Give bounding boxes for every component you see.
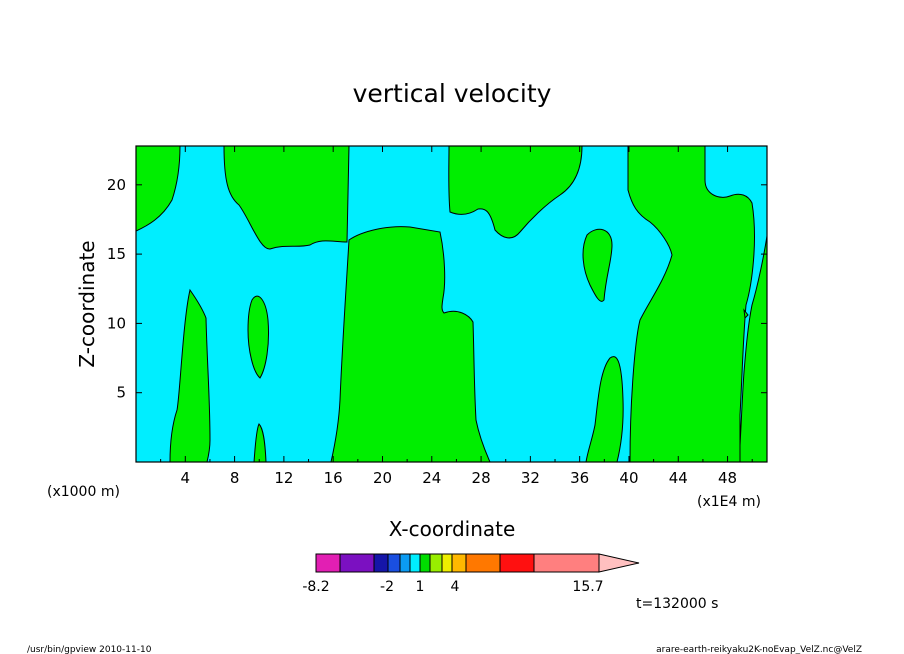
colorbar-swatch (429, 553, 443, 573)
upward-region-central-column (330, 226, 491, 462)
chart-title: vertical velocity (353, 79, 552, 108)
x-tick-label: 4 (181, 469, 191, 487)
upward-region-lower-left (169, 288, 211, 462)
x-tick-label: 20 (373, 469, 392, 487)
x-tick-label: 32 (521, 469, 540, 487)
upward-region-blob (247, 295, 269, 379)
y-tick-label: 20 (107, 176, 126, 194)
x-tick-label: 16 (324, 469, 343, 487)
x-tick-label: 8 (230, 469, 240, 487)
colorbar-tick-label: -8.2 (302, 579, 329, 595)
x-tick-label: 44 (669, 469, 688, 487)
x-tick-label: 36 (570, 469, 589, 487)
colorbar-tick-label: 4 (451, 579, 460, 595)
colorbar-swatch (441, 553, 453, 573)
time-label: t=132000 s (636, 596, 718, 612)
upward-region-top-center-right (448, 146, 583, 239)
x-axis-title: X-coordinate (389, 517, 516, 541)
colorbar-swatch (315, 553, 341, 573)
x-tick-label: 12 (274, 469, 293, 487)
x-tick-label: 28 (472, 469, 491, 487)
x-tick-label: 24 (422, 469, 441, 487)
colorbar: -8.2 -2 1 4 15.7 (302, 553, 640, 595)
upward-region-right-lower (627, 146, 755, 462)
colorbar-tick-label: 1 (416, 579, 425, 595)
y-axis: 5 10 15 20 (107, 176, 767, 402)
upward-region-top-middle (223, 146, 350, 250)
y-tick-label: 10 (107, 314, 126, 332)
colorbar-swatch (451, 553, 467, 573)
y-tick-label: 5 (116, 384, 126, 402)
colorbar-swatch (465, 553, 501, 573)
footer-left: /usr/bin/gpview 2010-11-10 (27, 645, 152, 654)
colorbar-swatch (419, 553, 431, 573)
y-axis-title: Z-coordinate (75, 240, 99, 367)
upward-region-bottom-right (585, 356, 624, 462)
colorbar-swatch (373, 553, 389, 573)
x-axis: 4 8 12 16 20 24 28 32 36 40 44 48 (160, 146, 753, 487)
colorbar-tick-label: -2 (380, 579, 394, 595)
colorbar-swatch (533, 553, 600, 573)
x-tick-label: 40 (619, 469, 638, 487)
colorbar-swatch (409, 553, 421, 573)
colorbar-tick-label: 15.7 (572, 579, 603, 595)
upward-region-left-edge-dot (743, 308, 749, 320)
contour-field (136, 146, 767, 462)
upward-region-bottom-small (253, 423, 267, 462)
colorbar-swatch (339, 553, 375, 573)
colorbar-swatch (387, 553, 401, 573)
x-unit-left: (x1000 m) (47, 484, 120, 500)
colorbar-swatch (499, 553, 535, 573)
plot-frame (135, 145, 768, 463)
x-unit-right: (x1E4 m) (697, 494, 761, 510)
colorbar-extend-arrow (598, 553, 640, 573)
x-tick-label: 48 (718, 469, 737, 487)
footer-right: arare-earth-reikyaku2K-noEvap_VelZ.nc@Ve… (656, 645, 862, 654)
upward-region-right-blob (582, 228, 613, 302)
colorbar-swatch (399, 553, 411, 573)
y-tick-label: 15 (107, 245, 126, 263)
upward-region-top-left (136, 146, 181, 232)
